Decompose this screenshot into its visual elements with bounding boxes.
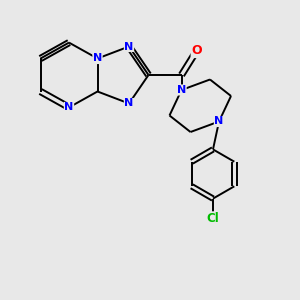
Text: N: N — [124, 98, 134, 109]
Text: N: N — [93, 53, 102, 64]
Text: N: N — [124, 41, 134, 52]
Text: O: O — [191, 44, 202, 58]
Text: N: N — [177, 85, 186, 95]
Text: N: N — [214, 116, 224, 127]
Text: N: N — [64, 102, 74, 112]
Text: Cl: Cl — [207, 212, 219, 225]
